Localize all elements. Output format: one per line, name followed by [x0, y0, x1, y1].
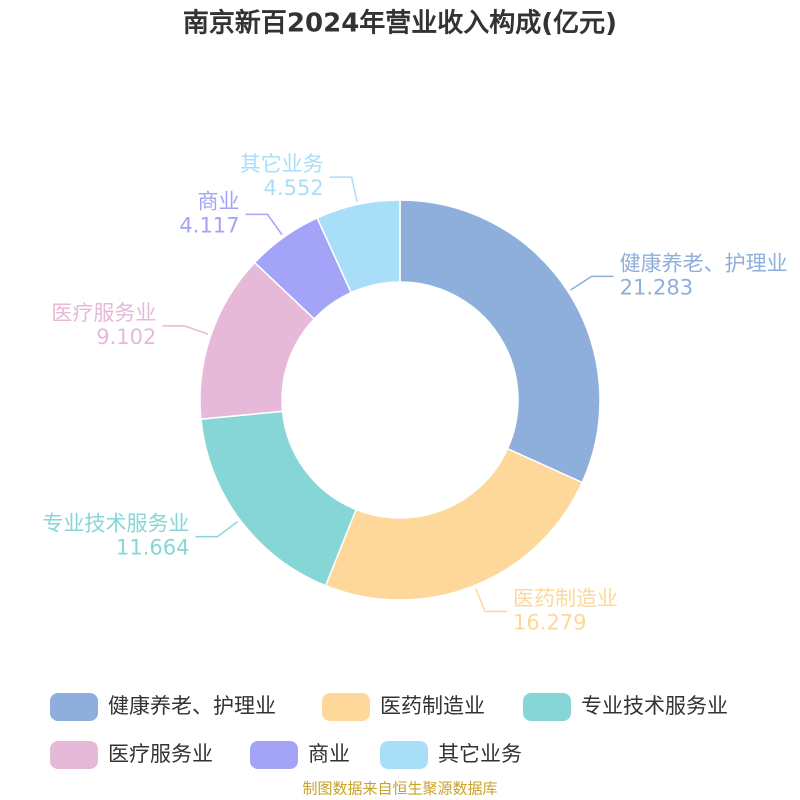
slice-label: 医疗服务业: [51, 301, 156, 325]
legend-swatch: [50, 741, 98, 769]
slice-value: 4.117: [179, 213, 239, 237]
legend-label: 健康养老、护理业: [108, 694, 276, 718]
slice-label: 其它业务: [240, 152, 324, 176]
slice-value: 4.552: [264, 176, 324, 200]
leader-line: [162, 325, 209, 335]
legend-label: 医疗服务业: [108, 742, 213, 766]
chart-title: 南京新百2024年营业收入构成(亿元): [183, 8, 617, 39]
leader-line: [329, 176, 358, 202]
slice-value: 11.664: [116, 536, 189, 560]
source-note: 制图数据来自恒生聚源数据库: [302, 780, 497, 798]
slice-value: 9.102: [96, 325, 156, 349]
leader-line: [195, 521, 238, 538]
donut-slice: [399, 199, 601, 484]
leader-line: [245, 213, 283, 236]
slice-label: 专业技术服务业: [42, 512, 189, 536]
legend-swatch: [250, 741, 298, 769]
leader-line: [475, 588, 508, 613]
legend-swatch: [380, 741, 428, 769]
legend-label: 其它业务: [438, 742, 522, 766]
leader-line: [570, 275, 614, 291]
legend-label: 商业: [308, 742, 350, 766]
legend-swatch: [322, 693, 370, 721]
slice-value: 16.279: [513, 611, 586, 635]
slice-label: 医药制造业: [513, 587, 618, 611]
legend-label: 专业技术服务业: [581, 694, 728, 718]
legend-swatch: [50, 693, 98, 721]
donut-slice: [200, 410, 358, 587]
slice-label: 商业: [198, 189, 240, 213]
legend-label: 医药制造业: [380, 694, 485, 718]
donut-slice: [316, 199, 401, 294]
donut-slice: [324, 447, 584, 601]
slice-label: 健康养老、护理业: [620, 251, 788, 275]
slice-value: 21.283: [620, 275, 693, 299]
legend-swatch: [523, 693, 571, 721]
